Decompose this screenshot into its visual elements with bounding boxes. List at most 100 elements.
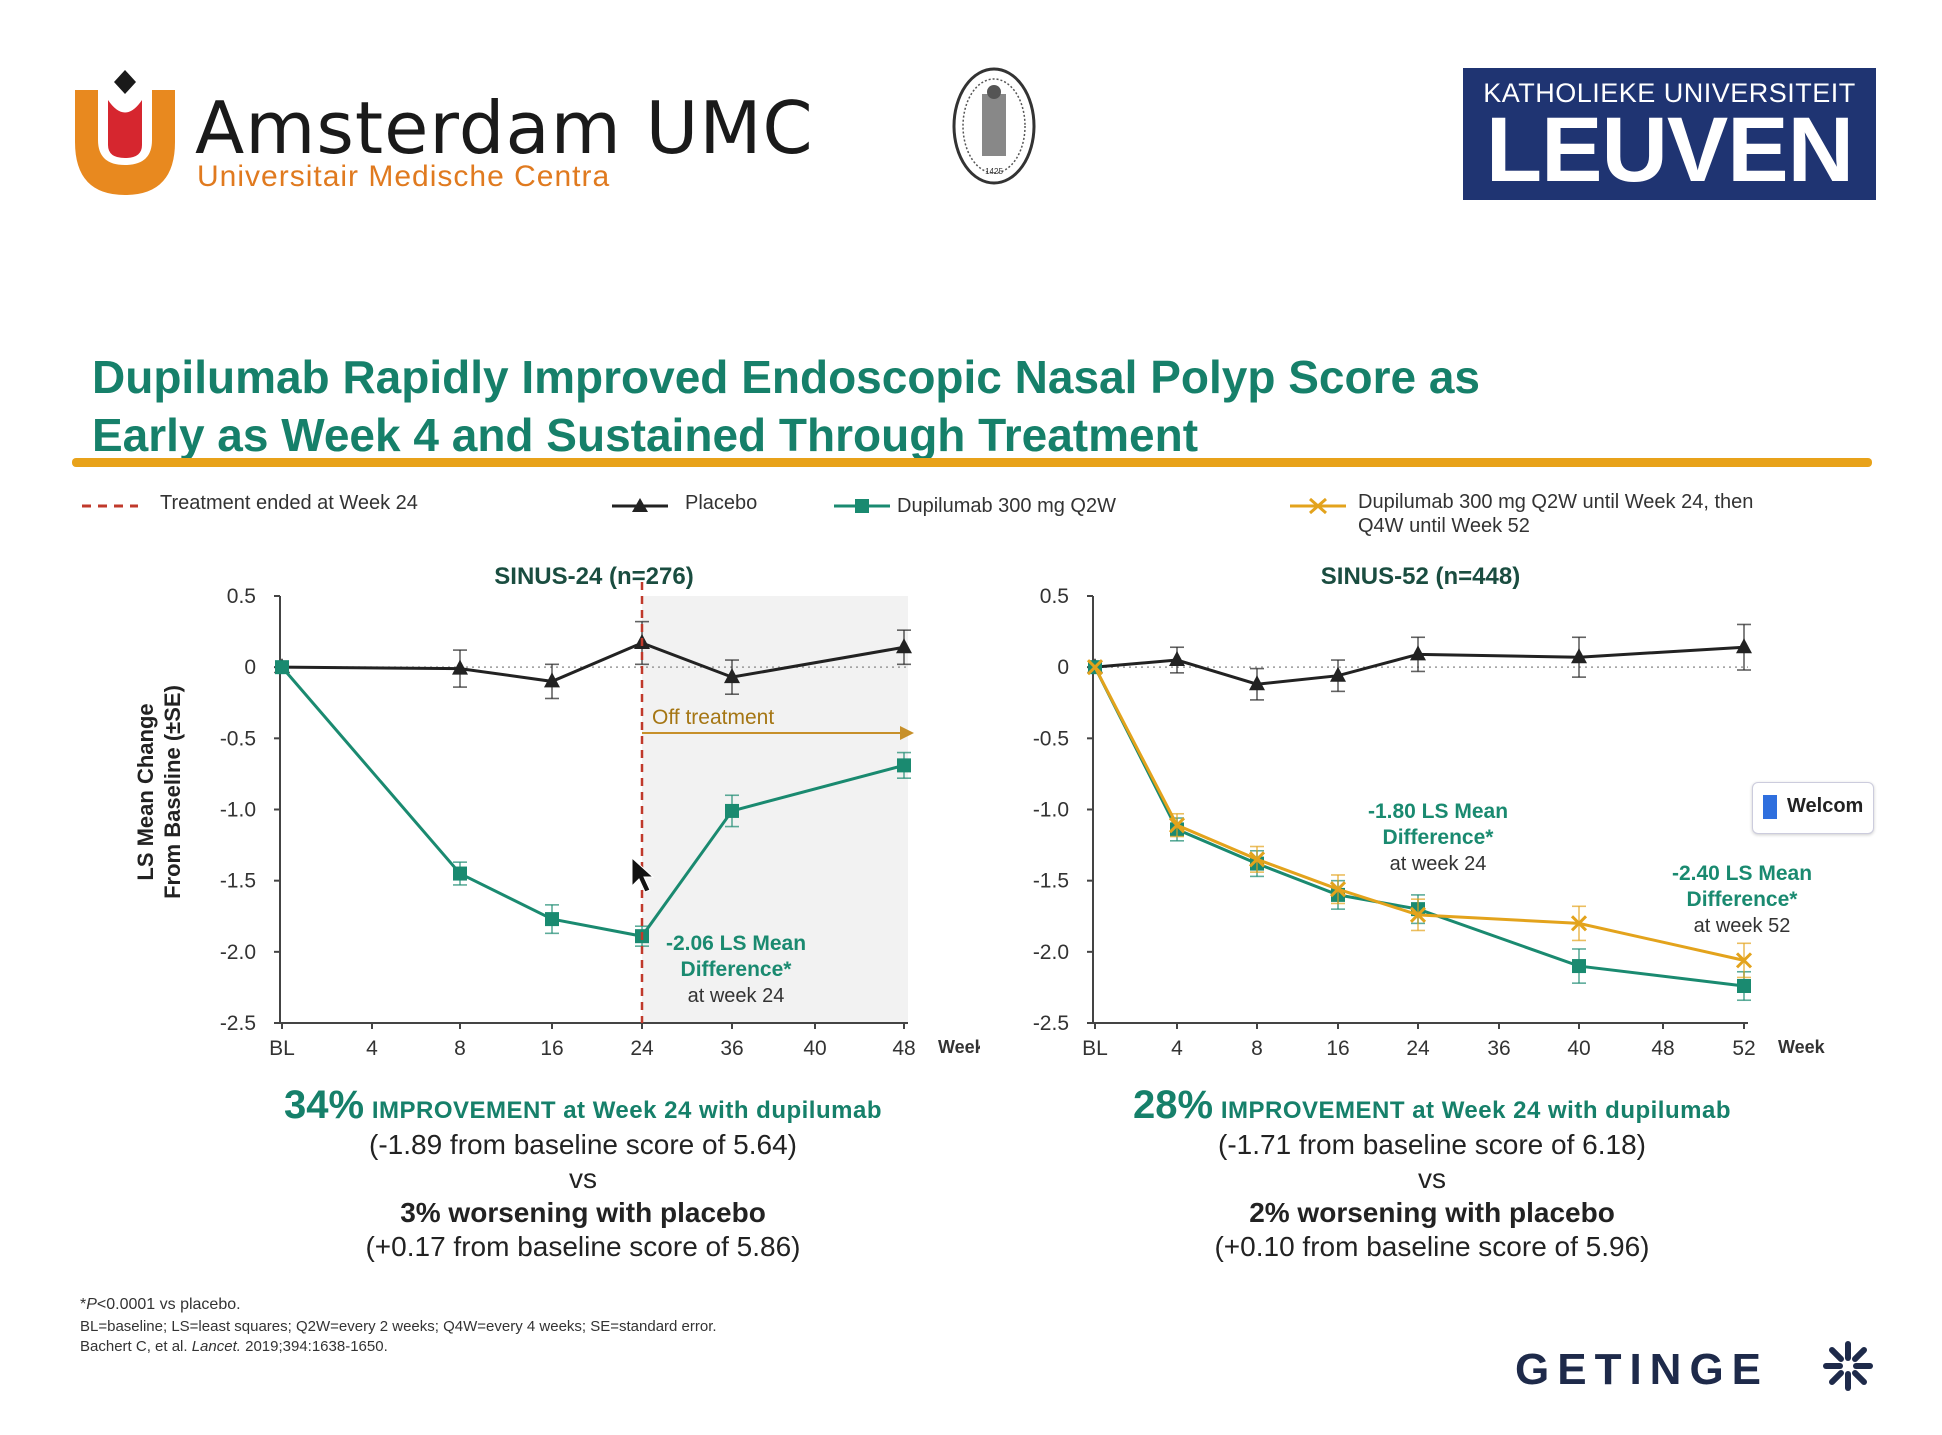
- summary-right-placebo-detail: (+0.10 from baseline score of 5.96): [1214, 1231, 1650, 1262]
- sinus52-y-tick-label: -0.5: [1033, 727, 1069, 750]
- sinus52-x-tick-label: BL: [1082, 1037, 1108, 1060]
- sinus52-dupilumab-q4w-point: [1735, 952, 1753, 969]
- legend-dupilumab-q4w-line2: Q4W until Week 52: [1358, 515, 1530, 537]
- sinus52-y-tick-label: 0: [1057, 656, 1069, 679]
- sinus52-chart: SINUS-52 (n=448) 0.5 0 -0.5 -1.0 -1.5 -2.0 -2.5…: [1033, 563, 1826, 1060]
- sinus24-placebo-point: [724, 668, 740, 684]
- footnote-p-rest: <0.0001 vs placebo.: [96, 1296, 241, 1313]
- sinus24-diff-line3: at week 24: [688, 985, 785, 1007]
- summary-left: 34% IMPROVEMENT at Week 24 with dupiluma…: [183, 1085, 983, 1264]
- slide-title: Dupilumab Rapidly Improved Endoscopic Na…: [92, 348, 1892, 464]
- summary-left-percent: 34%: [284, 1083, 365, 1127]
- sinus24-placebo-point: [896, 638, 912, 654]
- sinus24-dupilumab-point: [725, 803, 739, 818]
- sinus24-diff-line2: Difference*: [681, 958, 793, 981]
- sinus24-title: SINUS-24 (n=276): [494, 563, 693, 590]
- sinus24-y-tick-label: -1.0: [220, 799, 256, 822]
- sinus52-placebo-point: [1249, 675, 1265, 691]
- sinus52-dupilumab-point: [1737, 978, 1751, 993]
- footnote-ref-details: 2019;394:1638-1650.: [240, 1338, 388, 1355]
- sinus24-placebo-point: [452, 659, 468, 675]
- y-axis-label-line1: LS Mean Change: [133, 703, 158, 880]
- sinus52-dupilumab-q4w-point: [1409, 906, 1427, 923]
- footnote-abbreviations: BL=baseline; LS=least squares; Q2W=every…: [80, 1318, 717, 1335]
- getinge-star-icon: [1823, 1341, 1873, 1391]
- summary-left-placebo-detail: (+0.17 from baseline score of 5.86): [365, 1231, 801, 1262]
- sinus24-x-tick-label: 4: [366, 1037, 378, 1060]
- sinus24-off-treatment-label: Off treatment: [652, 706, 774, 729]
- summary-left-detail: (-1.89 from baseline score of 5.64): [369, 1129, 797, 1160]
- sinus24-y-tick-label: 0.5: [227, 585, 256, 608]
- sinus52-dupilumab-q4w-point: [1168, 817, 1186, 834]
- sinus52-placebo-point: [1736, 638, 1752, 654]
- summary-right-percent: 28%: [1133, 1083, 1214, 1127]
- welcome-label: Welcom: [1787, 795, 1864, 817]
- sinus52-y-tick-label: -2.0: [1033, 941, 1069, 964]
- sinus52-y-tick-label: 0.5: [1040, 585, 1069, 608]
- ku-leuven-main-text: LEUVEN: [1485, 99, 1854, 201]
- sinus24-off-treatment-arrowhead: [900, 726, 914, 740]
- sinus24-y-tick-label: 0: [244, 656, 256, 679]
- footnote-ref-journal: Lancet.: [191, 1338, 241, 1355]
- legend-placebo: Placebo: [685, 492, 758, 514]
- sinus52-x-tick-label: 52: [1732, 1037, 1755, 1060]
- sinus52-x-tick-label: 24: [1406, 1037, 1430, 1060]
- sinus24-x-tick-label: BL: [269, 1037, 295, 1060]
- legend-dashed-line-icon: [82, 504, 138, 508]
- sinus52-y-tick-label: -1.0: [1033, 799, 1069, 822]
- slide-title-line1: Dupilumab Rapidly Improved Endoscopic Na…: [92, 351, 1481, 403]
- sinus52-x-tick-label: 40: [1567, 1037, 1590, 1060]
- sinus24-x-tick-label: 40: [803, 1037, 826, 1060]
- legend-placebo-icon: [612, 498, 668, 512]
- sinus52-x-tick-label: 48: [1651, 1037, 1674, 1060]
- mouse-cursor-icon: [631, 856, 655, 893]
- summary-left-improvement: IMPROVEMENT at Week 24 with dupilumab: [371, 1097, 882, 1124]
- sinus52-diff52-line1: -2.40 LS Mean: [1672, 862, 1812, 885]
- sinus52-y-tick-label: -1.5: [1033, 870, 1069, 893]
- sinus24-x-tick-label: 16: [540, 1037, 563, 1060]
- sinus24-series-line-2: [280, 666, 905, 938]
- sinus24-placebo-point: [544, 672, 560, 688]
- sinus52-x-tick-label: 16: [1326, 1037, 1349, 1060]
- welcome-popup-tab[interactable]: Welcom: [1752, 782, 1874, 834]
- sinus24-y-tick-label: -2.0: [220, 941, 256, 964]
- sinus24-dupilumab-point: [897, 758, 911, 773]
- y-axis-label-line2: From Baseline (±SE): [160, 685, 185, 899]
- title-underline: [72, 458, 1872, 467]
- svg-text:1425: 1425: [985, 167, 1003, 176]
- sinus52-y-tick-label: -2.5: [1033, 1012, 1069, 1035]
- summary-left-worsening: 3% worsening with placebo: [400, 1197, 766, 1228]
- sinus24-x-tick-label: 36: [720, 1037, 743, 1060]
- slide-title-line2: Early as Week 4 and Sustained Through Tr…: [92, 409, 1199, 461]
- bookmark-icon: [1763, 795, 1777, 819]
- sinus52-x-tick-label: 36: [1487, 1037, 1510, 1060]
- sinus52-diff24-line3: at week 24: [1390, 853, 1487, 875]
- legend-dupilumab-q4w: Dupilumab 300 mg Q2W until Week 24, then…: [1358, 490, 1753, 538]
- sinus24-y-tick-label: -0.5: [220, 727, 256, 750]
- legend-dupilumab: Dupilumab 300 mg Q2W: [897, 495, 1116, 517]
- chart-legend: Treatment ended at Week 24 Placebo Dupil…: [80, 490, 1880, 550]
- sinus52-diff52-line2: Difference*: [1687, 888, 1799, 911]
- sinus52-title: SINUS-52 (n=448): [1321, 563, 1520, 590]
- summary-right-worsening: 2% worsening with placebo: [1249, 1197, 1615, 1228]
- sinus52-placebo-point: [1169, 651, 1185, 667]
- ku-leuven-logo: KATHOLIEKE UNIVERSITEIT LEUVEN: [1463, 68, 1876, 200]
- sinus24-x-tick-label: 24: [630, 1037, 654, 1060]
- legend-dupilumab-q4w-line1: Dupilumab 300 mg Q2W until Week 24, then: [1358, 491, 1754, 513]
- summary-left-vs: vs: [569, 1163, 597, 1194]
- sinus52-diff24-line2: Difference*: [1383, 826, 1495, 849]
- sinus24-dupilumab-point: [453, 866, 467, 881]
- amsterdam-umc-logo: [70, 70, 180, 200]
- amsterdam-umc-subtitle: Universitair Medische Centra: [197, 160, 611, 193]
- sinus52-dupilumab-q4w-point: [1248, 851, 1266, 868]
- ku-leuven-top-text: KATHOLIEKE UNIVERSITEIT: [1483, 78, 1856, 108]
- sinus24-x-tick-label: 8: [454, 1037, 466, 1060]
- sinus52-placebo-point: [1571, 648, 1587, 664]
- sinus52-placebo-point: [1330, 666, 1346, 682]
- university-seal-logo: 1425: [952, 66, 1036, 186]
- summary-right-improvement: IMPROVEMENT at Week 24 with dupilumab: [1220, 1097, 1731, 1124]
- sinus24-x-tick-label: 48: [892, 1037, 915, 1060]
- footnote-pvalue: *P<0.0001 vs placebo.: [80, 1296, 241, 1314]
- summary-right: 28% IMPROVEMENT at Week 24 with dupiluma…: [1032, 1085, 1832, 1264]
- legend-treatment-ended: Treatment ended at Week 24: [160, 492, 418, 514]
